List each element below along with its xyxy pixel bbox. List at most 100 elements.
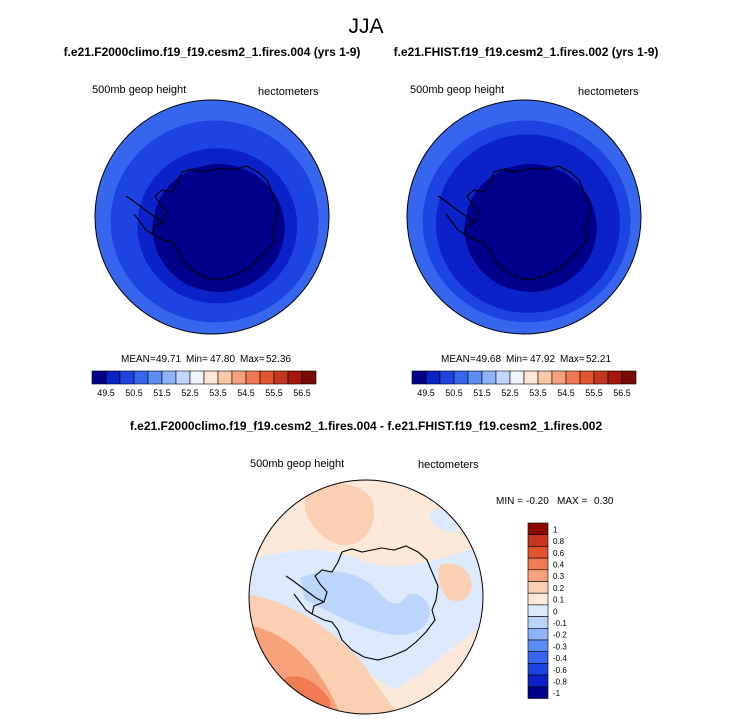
right-panel: f.e21.FHIST.f19_f19.cesm2_1.fires.002 (y… [394, 45, 659, 398]
right-variable-label: 500mb geop height [410, 84, 504, 96]
right-colorbar-box [621, 370, 637, 385]
left-colorbar-box [287, 370, 303, 385]
left-variable-label: 500mb geop height [92, 84, 186, 96]
difference-colorbar-label: -0.3 [553, 642, 567, 651]
right-colorbar-box [411, 370, 427, 385]
difference-max-value: 0.30 [594, 496, 614, 507]
left-colorbar-box [301, 370, 317, 385]
left-colorbar-box [259, 370, 275, 385]
right-colorbar-box [509, 370, 525, 385]
difference-colorbar-box [527, 592, 549, 606]
difference-colorbar-label: -0.2 [553, 631, 567, 640]
difference-colorbar-label: -0.6 [553, 666, 567, 675]
left-colorbar-box [91, 370, 107, 385]
left-colorbar-label: 50.5 [125, 388, 143, 398]
difference-colorbar-box [527, 581, 549, 594]
left-colorbar-label: 49.5 [97, 388, 115, 398]
diff-region-peach-right [438, 563, 472, 602]
left-panel: f.e21.F2000climo.f19_f19.cesm2_1.fires.0… [64, 45, 361, 398]
difference-colorbar-label: 0.6 [553, 549, 565, 558]
right-colorbar-label: 53.5 [529, 388, 547, 398]
right-colorbar-label: 49.5 [417, 388, 435, 398]
left-map-border [94, 99, 330, 335]
right-min-label: Min= [506, 354, 528, 365]
left-mean-value: 49.71 [156, 354, 181, 365]
difference-colorbar-box [527, 663, 549, 676]
right-colorbar-label: 56.5 [613, 388, 631, 398]
left-min-value: 47.80 [210, 354, 235, 365]
left-colorbar-box [273, 370, 289, 385]
difference-variable-label: 500mb geop height [250, 458, 344, 470]
left-colorbar-label: 56.5 [293, 388, 311, 398]
difference-colorbar-box [527, 569, 549, 582]
left-colorbar-box [217, 370, 233, 385]
difference-min-value: -0.20 [526, 496, 549, 507]
diff-region-light-blue-top [430, 508, 460, 533]
left-colorbar-box [105, 370, 121, 385]
right-colorbar-box [551, 370, 567, 385]
left-colorbar-box [119, 370, 135, 385]
left-mean-label: MEAN= [121, 354, 156, 365]
left-max-label: Max= [240, 354, 265, 365]
right-colorbar-box [593, 370, 609, 385]
right-min-value: 47.92 [530, 354, 555, 365]
right-panel-title: f.e21.FHIST.f19_f19.cesm2_1.fires.002 (y… [394, 45, 659, 59]
right-colorbar-label: 54.5 [557, 388, 575, 398]
difference-colorbar: 1 0.8 0.6 0.4 0.3 0.2 0.1 0 -0.1 -0.2 -0.3 -0.4 -0.6… [527, 522, 567, 699]
difference-colorbar-box [527, 674, 549, 688]
left-colorbar-label: 55.5 [265, 388, 283, 398]
difference-stats: MIN = -0.20 MAX = 0.30 [496, 496, 614, 507]
difference-colorbar-box [527, 557, 549, 571]
left-colorbar-box [245, 370, 261, 385]
right-colorbar-box [579, 370, 595, 385]
difference-colorbar-box [527, 604, 549, 617]
left-colorbar-label: 54.5 [237, 388, 255, 398]
right-colorbar-box [425, 370, 441, 385]
difference-colorbar-box [527, 627, 549, 641]
right-max-value: 52.21 [586, 354, 611, 365]
right-mean-label: MEAN= [441, 354, 476, 365]
right-colorbar-label: 55.5 [585, 388, 603, 398]
difference-colorbar-label: 0.2 [553, 584, 565, 593]
difference-colorbar-box [527, 534, 549, 547]
diff-region-peach-top [305, 482, 374, 546]
left-colorbar-box [147, 370, 163, 385]
difference-colorbar-label: -0.1 [553, 619, 567, 628]
left-contour-fill [95, 100, 329, 334]
right-contour-ring [464, 163, 597, 293]
right-colorbar-label: 50.5 [445, 388, 463, 398]
right-contour-fill [407, 100, 641, 334]
left-stats: MEAN= 49.71 Min= 47.80 Max= 52.36 [121, 354, 291, 365]
difference-min-label: MIN = [496, 496, 523, 507]
difference-colorbar-box [527, 651, 549, 664]
left-colorbar-box [203, 370, 219, 385]
left-colorbar-label: 53.5 [209, 388, 227, 398]
left-colorbar-label: 52.5 [181, 388, 199, 398]
left-contour-ring [152, 163, 285, 293]
left-colorbar-box [189, 370, 205, 385]
left-colorbar-box [175, 370, 191, 385]
difference-colorbar-box [527, 616, 549, 629]
left-panel-title: f.e21.F2000climo.f19_f19.cesm2_1.fires.0… [64, 45, 361, 59]
right-colorbar-box [453, 370, 469, 385]
difference-max-label: MAX = [557, 496, 587, 507]
right-colorbar-label: 51.5 [473, 388, 491, 398]
right-colorbar-box [537, 370, 553, 385]
difference-units-label: hectometers [418, 459, 479, 471]
difference-colorbar-label: 0.1 [553, 596, 565, 605]
left-min-label: Min= [186, 354, 208, 365]
difference-colorbar-label: -0.4 [553, 654, 567, 663]
right-colorbar-box [523, 370, 539, 385]
right-colorbar-box [607, 370, 623, 385]
difference-colorbar-label: -1 [553, 689, 561, 698]
difference-colorbar-label: 0.4 [553, 560, 565, 569]
right-colorbar-box [467, 370, 483, 385]
right-colorbar: 49.5 50.5 51.5 52.5 53.5 54.5 55.5 56.5 [411, 370, 637, 398]
difference-colorbar-box [527, 522, 549, 535]
difference-colorbar-label: 0.8 [553, 537, 565, 546]
right-mean-value: 49.68 [476, 354, 501, 365]
left-colorbar-label: 51.5 [153, 388, 171, 398]
right-max-label: Max= [560, 354, 585, 365]
difference-colorbar-box [527, 546, 549, 559]
right-colorbar-box [439, 370, 455, 385]
